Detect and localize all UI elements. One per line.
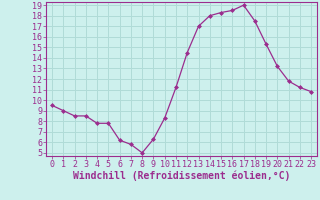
X-axis label: Windchill (Refroidissement éolien,°C): Windchill (Refroidissement éolien,°C) — [73, 171, 290, 181]
